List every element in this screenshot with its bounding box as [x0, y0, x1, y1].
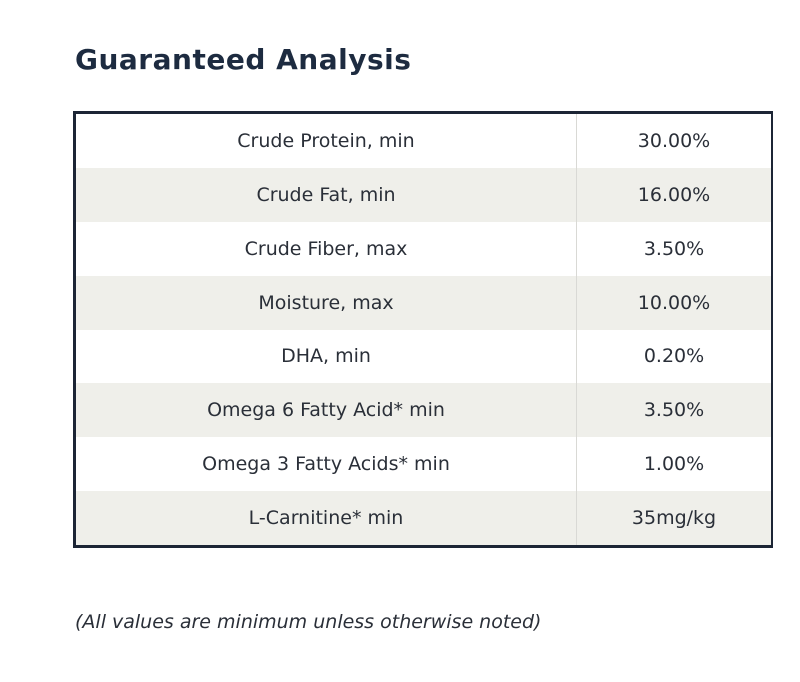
- table-row: Crude Fiber, max 3.50%: [76, 221, 771, 276]
- table-row: L-Carnitine* min 35mg/kg: [76, 491, 771, 545]
- nutrient-label: Crude Protein, min: [76, 114, 577, 168]
- nutrient-value: 35mg/kg: [576, 491, 771, 545]
- nutrient-label: Omega 3 Fatty Acids* min: [76, 437, 577, 492]
- nutrient-label: Moisture, max: [76, 275, 577, 330]
- page-title: Guaranteed Analysis: [75, 43, 412, 76]
- table-row: Crude Protein, min 30.00%: [76, 114, 771, 168]
- nutrient-label: DHA, min: [76, 329, 577, 384]
- table-row: Moisture, max 10.00%: [76, 275, 771, 330]
- nutrient-value: 3.50%: [576, 221, 771, 276]
- table-row: Crude Fat, min 16.00%: [76, 167, 771, 222]
- nutrient-label: Crude Fiber, max: [76, 221, 577, 276]
- nutrient-value: 3.50%: [576, 383, 771, 438]
- table-row: Omega 3 Fatty Acids* min 1.00%: [76, 437, 771, 492]
- nutrient-value: 30.00%: [576, 114, 771, 168]
- table-row: DHA, min 0.20%: [76, 329, 771, 384]
- nutrient-value: 0.20%: [576, 329, 771, 384]
- nutrient-label: Crude Fat, min: [76, 167, 577, 222]
- nutrient-label: L-Carnitine* min: [76, 491, 577, 545]
- nutrient-value: 16.00%: [576, 167, 771, 222]
- nutrient-value: 10.00%: [576, 275, 771, 330]
- analysis-table: Crude Protein, min 30.00% Crude Fat, min…: [76, 114, 771, 545]
- nutrient-value: 1.00%: [576, 437, 771, 492]
- footnote: (All values are minimum unless otherwise…: [75, 611, 542, 633]
- analysis-table-container: Crude Protein, min 30.00% Crude Fat, min…: [73, 111, 773, 548]
- nutrient-label: Omega 6 Fatty Acid* min: [76, 383, 577, 438]
- table-row: Omega 6 Fatty Acid* min 3.50%: [76, 383, 771, 438]
